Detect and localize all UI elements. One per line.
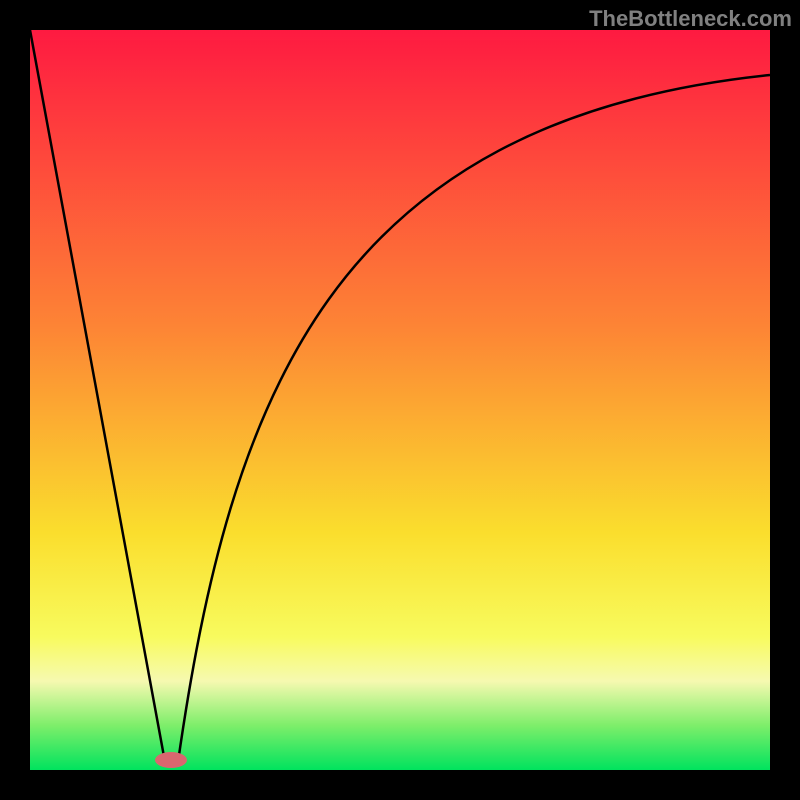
- plot-area: [0, 0, 800, 800]
- chart-container: TheBottleneck.com: [0, 0, 800, 800]
- watermark-text: TheBottleneck.com: [589, 6, 792, 32]
- optimal-marker: [155, 752, 187, 768]
- gradient-background: [30, 30, 770, 770]
